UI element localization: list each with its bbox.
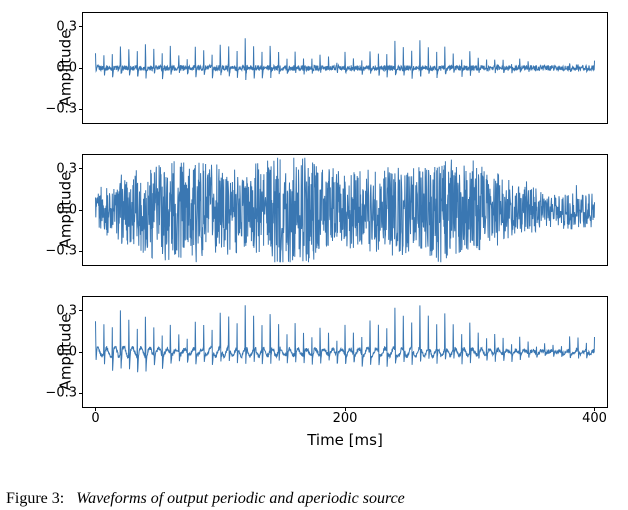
panel-mixed: Amplitude Time [ms] −0.30.00.30200400 [82,296,608,408]
ytick-label: −0.3 [45,102,83,117]
ytick-label: 0.3 [56,303,83,318]
xtick-label: 200 [333,407,358,426]
caption-text: Waveforms of output periodic and aperiod… [68,490,405,507]
xtick-label: 400 [582,407,607,426]
panel-periodic: Amplitude −0.30.00.3 [82,12,608,124]
ytick-label: 0.3 [56,19,83,34]
waveform-mixed-line [96,305,595,372]
ytick-label: 0.0 [56,345,83,360]
ytick-label: 0.0 [56,61,83,76]
xtick-label: 0 [91,407,99,426]
waveform-aperiodic-svg [83,155,607,265]
waveform-mixed-svg [83,297,607,407]
ytick-label: −0.3 [45,244,83,259]
waveform-periodic-svg [83,13,607,123]
caption-fignum: Figure 3: [6,490,64,507]
figure-container: Amplitude −0.30.00.3 Amplitude −0.30.00.… [0,0,628,510]
waveform-periodic-line [96,38,595,80]
ytick-label: −0.3 [45,386,83,401]
figure-caption: Figure 3: Waveforms of output periodic a… [6,490,405,508]
ytick-label: 0.3 [56,161,83,176]
ytick-label: 0.0 [56,203,83,218]
waveform-aperiodic-line [96,158,595,262]
panel-aperiodic: Amplitude −0.30.00.3 [82,154,608,266]
